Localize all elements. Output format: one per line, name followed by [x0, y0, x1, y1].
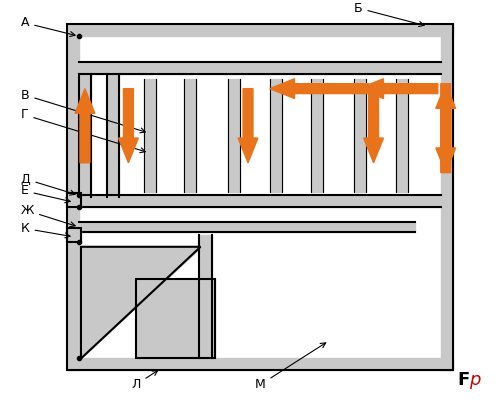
- Bar: [67, 194, 81, 207]
- FancyArrow shape: [75, 89, 95, 163]
- Text: Д: Д: [20, 172, 75, 195]
- FancyArrow shape: [436, 84, 456, 173]
- Text: К: К: [20, 222, 70, 238]
- Bar: [67, 24, 452, 36]
- Text: М: М: [255, 343, 326, 391]
- FancyArrow shape: [358, 79, 438, 98]
- Bar: [106, 74, 118, 197]
- Text: p: p: [470, 371, 481, 389]
- Polygon shape: [81, 247, 200, 358]
- FancyArrow shape: [270, 79, 368, 98]
- Bar: [67, 228, 81, 242]
- Text: В: В: [20, 88, 146, 133]
- Bar: [354, 79, 366, 192]
- Bar: [67, 194, 81, 207]
- Text: Ж: Ж: [20, 204, 75, 227]
- Bar: [67, 24, 452, 370]
- Bar: [79, 195, 441, 207]
- Bar: [198, 235, 212, 358]
- Bar: [270, 79, 281, 192]
- Bar: [312, 79, 323, 192]
- Text: А: А: [20, 16, 75, 36]
- FancyArrow shape: [238, 89, 258, 163]
- Bar: [184, 79, 196, 192]
- Bar: [67, 228, 81, 242]
- Bar: [67, 24, 79, 370]
- FancyArrow shape: [364, 89, 384, 163]
- Bar: [144, 79, 156, 192]
- Text: F: F: [458, 371, 470, 389]
- Bar: [79, 222, 415, 232]
- Bar: [67, 358, 452, 370]
- Bar: [79, 62, 441, 74]
- Bar: [228, 79, 240, 192]
- Text: Г: Г: [20, 108, 146, 153]
- Bar: [79, 74, 91, 197]
- Text: Л: Л: [132, 370, 158, 391]
- Bar: [136, 280, 216, 358]
- Text: Б: Б: [354, 2, 424, 26]
- Text: Е: Е: [20, 184, 70, 203]
- Bar: [396, 79, 408, 192]
- FancyArrow shape: [436, 84, 456, 173]
- Bar: [136, 280, 216, 358]
- Bar: [441, 24, 452, 370]
- FancyArrow shape: [118, 89, 139, 163]
